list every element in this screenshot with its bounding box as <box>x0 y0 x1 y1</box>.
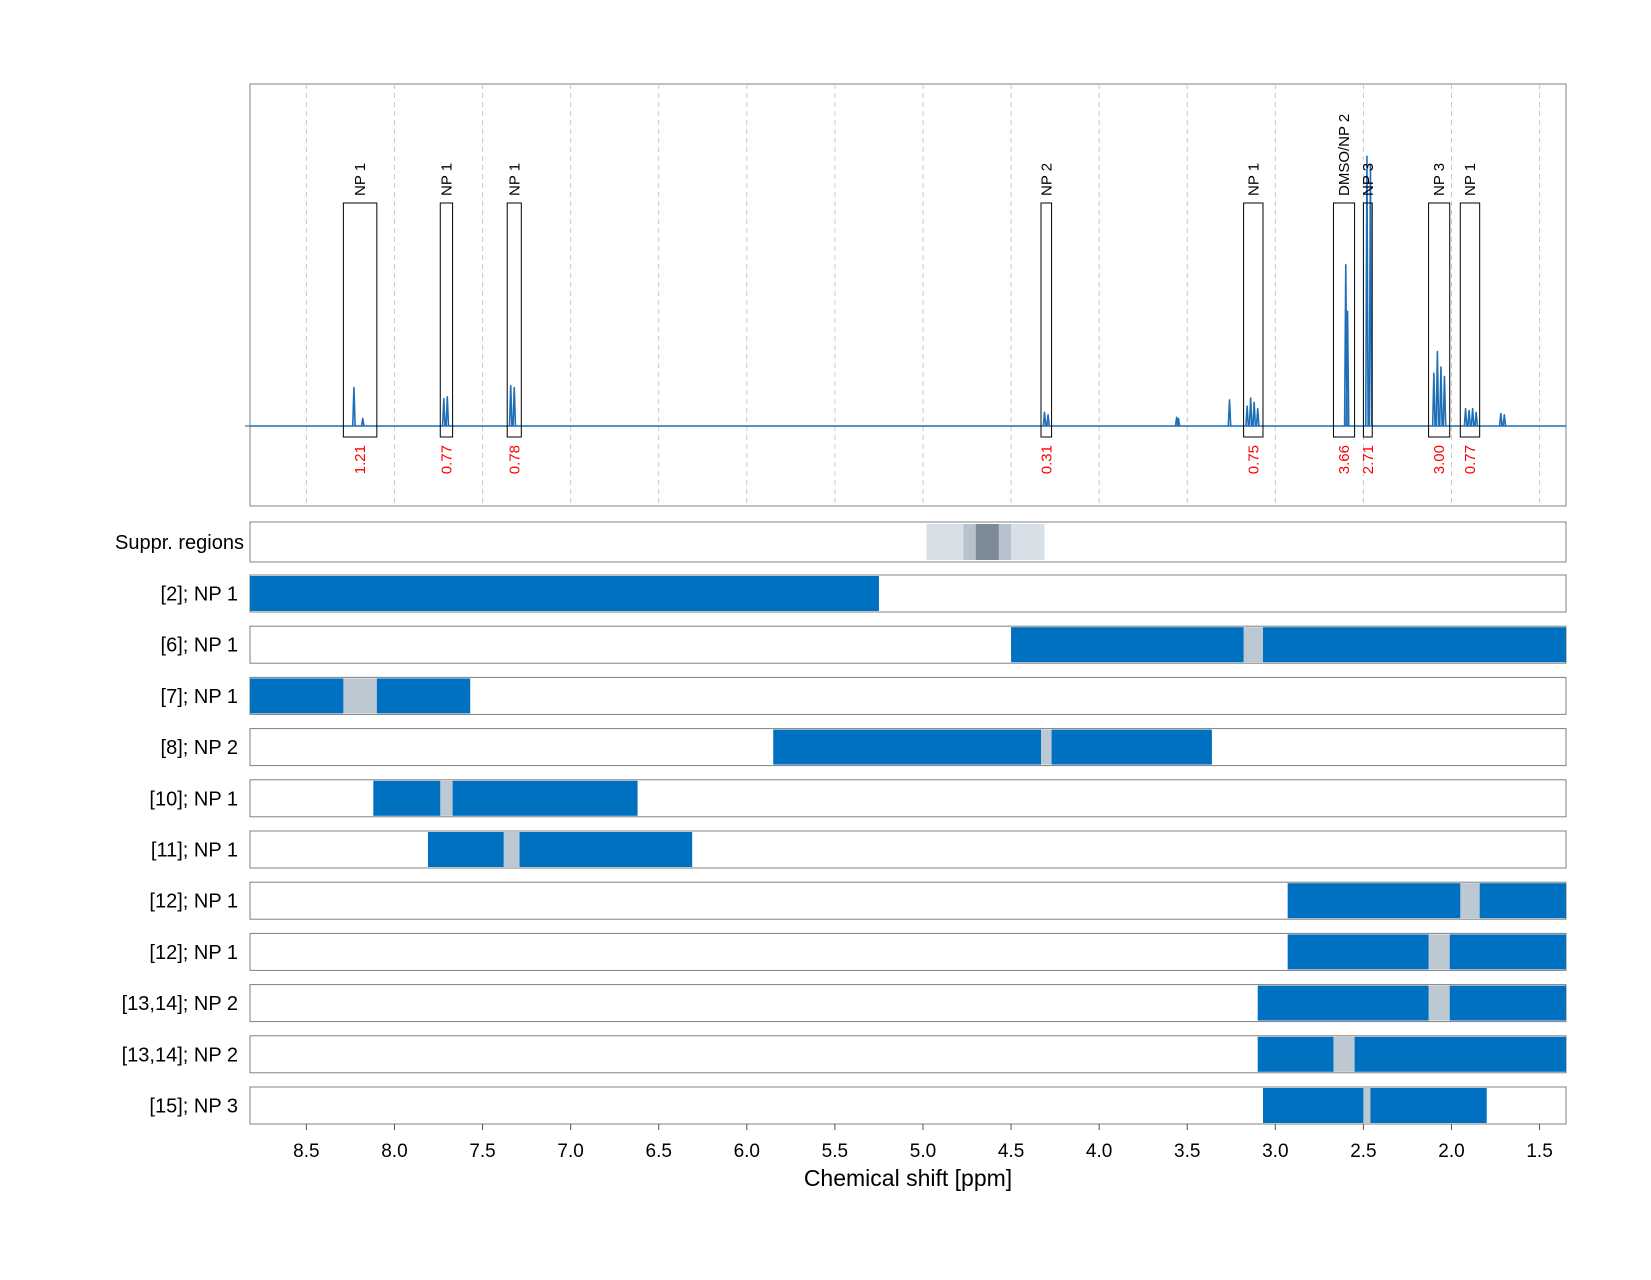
suppression-region <box>975 524 999 560</box>
spectrum-trace <box>250 155 1566 427</box>
integral-value: 0.78 <box>506 445 523 474</box>
row-gap <box>1363 1088 1371 1123</box>
row-bar <box>250 576 879 611</box>
row-label: [13,14]; NP 2 <box>122 1044 238 1066</box>
row-bar <box>373 780 441 816</box>
x-tick-label: 7.0 <box>557 1141 583 1162</box>
x-tick-label: 6.5 <box>646 1141 672 1162</box>
row-bar <box>376 678 471 714</box>
row-bar <box>1257 1036 1334 1072</box>
x-tick-label: 8.5 <box>293 1141 319 1162</box>
row-gap <box>343 678 377 714</box>
row-bar <box>1354 1036 1566 1072</box>
row-bar <box>250 678 344 714</box>
row-bar <box>1051 729 1212 765</box>
x-tick-label: 5.5 <box>822 1141 848 1162</box>
annotation-label: NP 1 <box>1245 163 1262 196</box>
row-bar <box>452 780 638 816</box>
row-bar <box>1287 883 1461 919</box>
integral-value: 0.77 <box>1462 445 1479 474</box>
row-bar <box>1449 934 1566 970</box>
row-label: [6]; NP 1 <box>161 635 238 657</box>
x-tick-label: 4.0 <box>1086 1141 1112 1162</box>
annotation-box <box>1459 202 1481 438</box>
annotation-box <box>1332 202 1356 438</box>
integral-value: 0.75 <box>1245 445 1262 474</box>
x-tick-label: 5.0 <box>910 1141 936 1162</box>
annotation-label: DMSO/NP 2 <box>1336 114 1353 196</box>
row-gap <box>503 832 520 867</box>
row-bar <box>1257 985 1429 1021</box>
integral-value: 3.66 <box>1336 445 1353 474</box>
x-tick-label: 8.0 <box>381 1141 407 1162</box>
row-bar <box>1479 883 1566 919</box>
row-gap <box>1041 729 1052 765</box>
suppr-row-label: Suppr. regions <box>115 532 244 554</box>
annotation-box <box>439 202 454 438</box>
integral-value: 0.31 <box>1038 445 1055 474</box>
row-bar <box>1262 627 1566 663</box>
annotation-label: NP 1 <box>506 163 523 196</box>
row-bar <box>1287 934 1429 970</box>
row-bar <box>1011 627 1244 663</box>
row-bar <box>1262 1088 1364 1123</box>
row-gap <box>1460 883 1480 919</box>
x-tick-label: 1.5 <box>1526 1141 1552 1162</box>
x-tick-label: 2.5 <box>1350 1141 1376 1162</box>
integral-value: 1.21 <box>352 445 369 474</box>
annotation-box <box>342 202 378 438</box>
x-tick-label: 3.0 <box>1262 1141 1288 1162</box>
row-label: [13,14]; NP 2 <box>122 993 238 1015</box>
annotation-box <box>1243 202 1264 438</box>
row-label: [12]; NP 1 <box>149 942 238 964</box>
x-tick-label: 4.5 <box>998 1141 1024 1162</box>
row-gap <box>1428 985 1450 1021</box>
row-bar <box>773 729 1042 765</box>
x-tick-label: 6.0 <box>734 1141 760 1162</box>
annotation-label: NP 3 <box>1360 163 1377 196</box>
row-bar <box>519 832 693 867</box>
row-label: [11]; NP 1 <box>151 840 238 862</box>
annotation-box <box>1040 202 1053 438</box>
spectrum-panel <box>249 83 1567 507</box>
annotation-label: NP 1 <box>352 163 369 196</box>
x-tick-label: 7.5 <box>469 1141 495 1162</box>
row-label: [7]; NP 1 <box>161 686 238 708</box>
annotation-label: NP 1 <box>1462 163 1479 196</box>
integral-value: 2.71 <box>1360 445 1377 474</box>
integral-value: 3.00 <box>1431 445 1448 474</box>
x-axis-label: Chemical shift [ppm] <box>804 1165 1012 1191</box>
row-gap <box>1428 934 1450 970</box>
row-bar <box>427 832 504 867</box>
row-label: [12]; NP 1 <box>149 891 238 913</box>
annotation-label: NP 1 <box>438 163 455 196</box>
annotation-label: NP 2 <box>1038 163 1055 196</box>
x-tick-label: 2.0 <box>1438 1141 1464 1162</box>
annotation-box <box>1428 202 1451 438</box>
row-label: [2]; NP 1 <box>161 584 238 606</box>
row-bar <box>1449 985 1566 1021</box>
row-label: [15]; NP 3 <box>149 1096 238 1118</box>
row-label: [10]; NP 1 <box>149 788 238 810</box>
annotation-box <box>506 202 522 438</box>
integral-value: 0.77 <box>438 445 455 474</box>
annotation-box <box>1362 202 1373 438</box>
x-tick-label: 3.5 <box>1174 1141 1200 1162</box>
row-bar <box>1370 1088 1487 1123</box>
row-label: [8]; NP 2 <box>161 737 238 759</box>
row-gap <box>1333 1036 1355 1072</box>
row-gap <box>1243 627 1263 663</box>
annotation-label: NP 3 <box>1431 163 1448 196</box>
row-gap <box>440 780 453 816</box>
suppr-row-frame <box>249 521 1567 563</box>
